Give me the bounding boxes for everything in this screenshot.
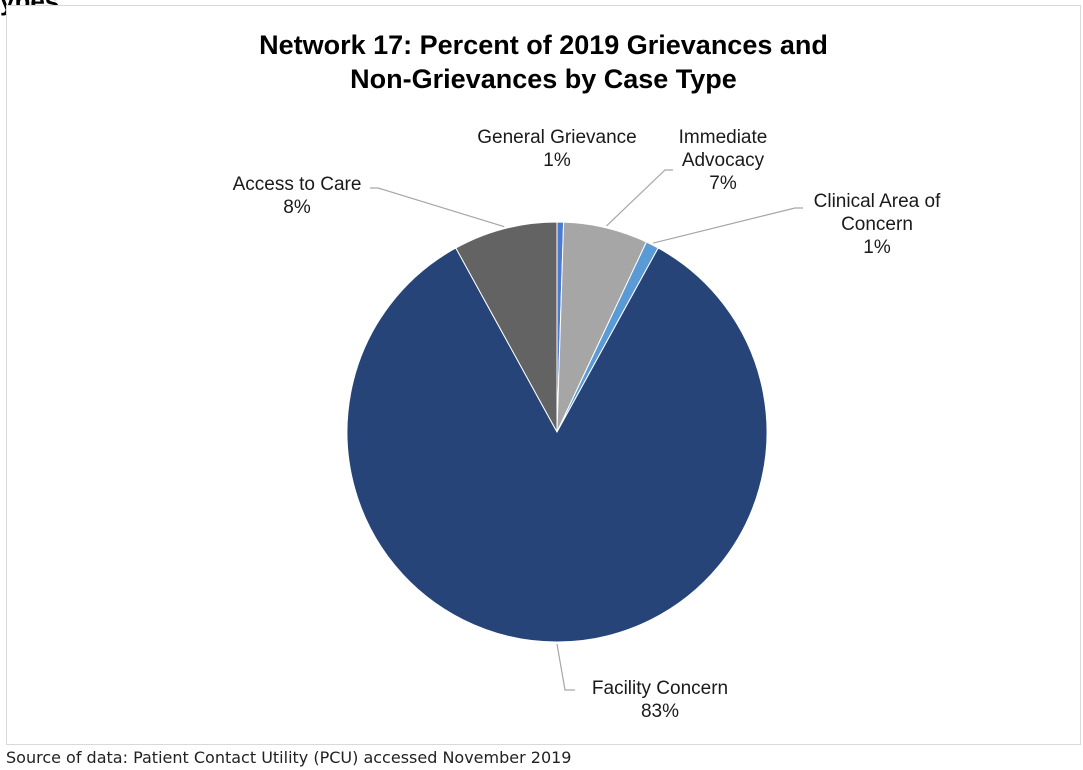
chart-title: Network 17: Percent of 2019 Grievances a… <box>6 28 1081 96</box>
slice-label-0-line-1: 1% <box>543 150 571 171</box>
slice-label-2-line-0: Clinical Area of <box>814 191 941 212</box>
slice-label-3-line-1: 83% <box>641 701 679 722</box>
slice-label-3-line-0: Facility Concern <box>592 678 728 699</box>
leader-line-3 <box>556 643 575 691</box>
leader-line-4 <box>370 187 505 228</box>
pie-chart: General Grievance 1%Immediate Advocacy 7%Cl… <box>233 127 941 722</box>
slice-label-0-line-0: General Grievance <box>477 127 636 148</box>
leader-lines <box>370 169 803 691</box>
slice-label-1-line-0: Immediate <box>679 127 768 148</box>
slice-label-0: General Grievance 1% <box>477 127 636 171</box>
slice-label-4-line-1: 8% <box>283 197 311 218</box>
slice-label-2: Clinical Area of Concern 1% <box>814 191 941 258</box>
source-note: Source of data: Patient Contact Utility … <box>6 748 572 767</box>
leader-line-2 <box>653 207 803 244</box>
slice-labels: General Grievance 1%Immediate Advocacy 7%Cl… <box>233 127 941 722</box>
pie-slice-4 <box>455 221 558 433</box>
chart-title-line-2: Non-Grievances by Case Type <box>350 64 737 94</box>
leader-line-1 <box>606 169 673 227</box>
slice-label-2-line-1: Concern <box>841 214 913 235</box>
slice-label-2-line-2: 1% <box>863 237 891 258</box>
slice-label-1-line-2: 7% <box>709 173 737 194</box>
slice-label-4: Access to Care 8% <box>233 174 362 218</box>
pie-slices <box>346 221 768 643</box>
slice-label-3: Facility Concern 83% <box>592 678 728 722</box>
chart-title-line-1: Network 17: Percent of 2019 Grievances a… <box>259 30 828 60</box>
slice-label-1: Immediate Advocacy 7% <box>679 127 768 194</box>
slice-label-4-line-0: Access to Care <box>233 174 362 195</box>
slice-label-1-line-1: Advocacy <box>682 150 765 171</box>
pie-slice-3 <box>346 247 768 643</box>
